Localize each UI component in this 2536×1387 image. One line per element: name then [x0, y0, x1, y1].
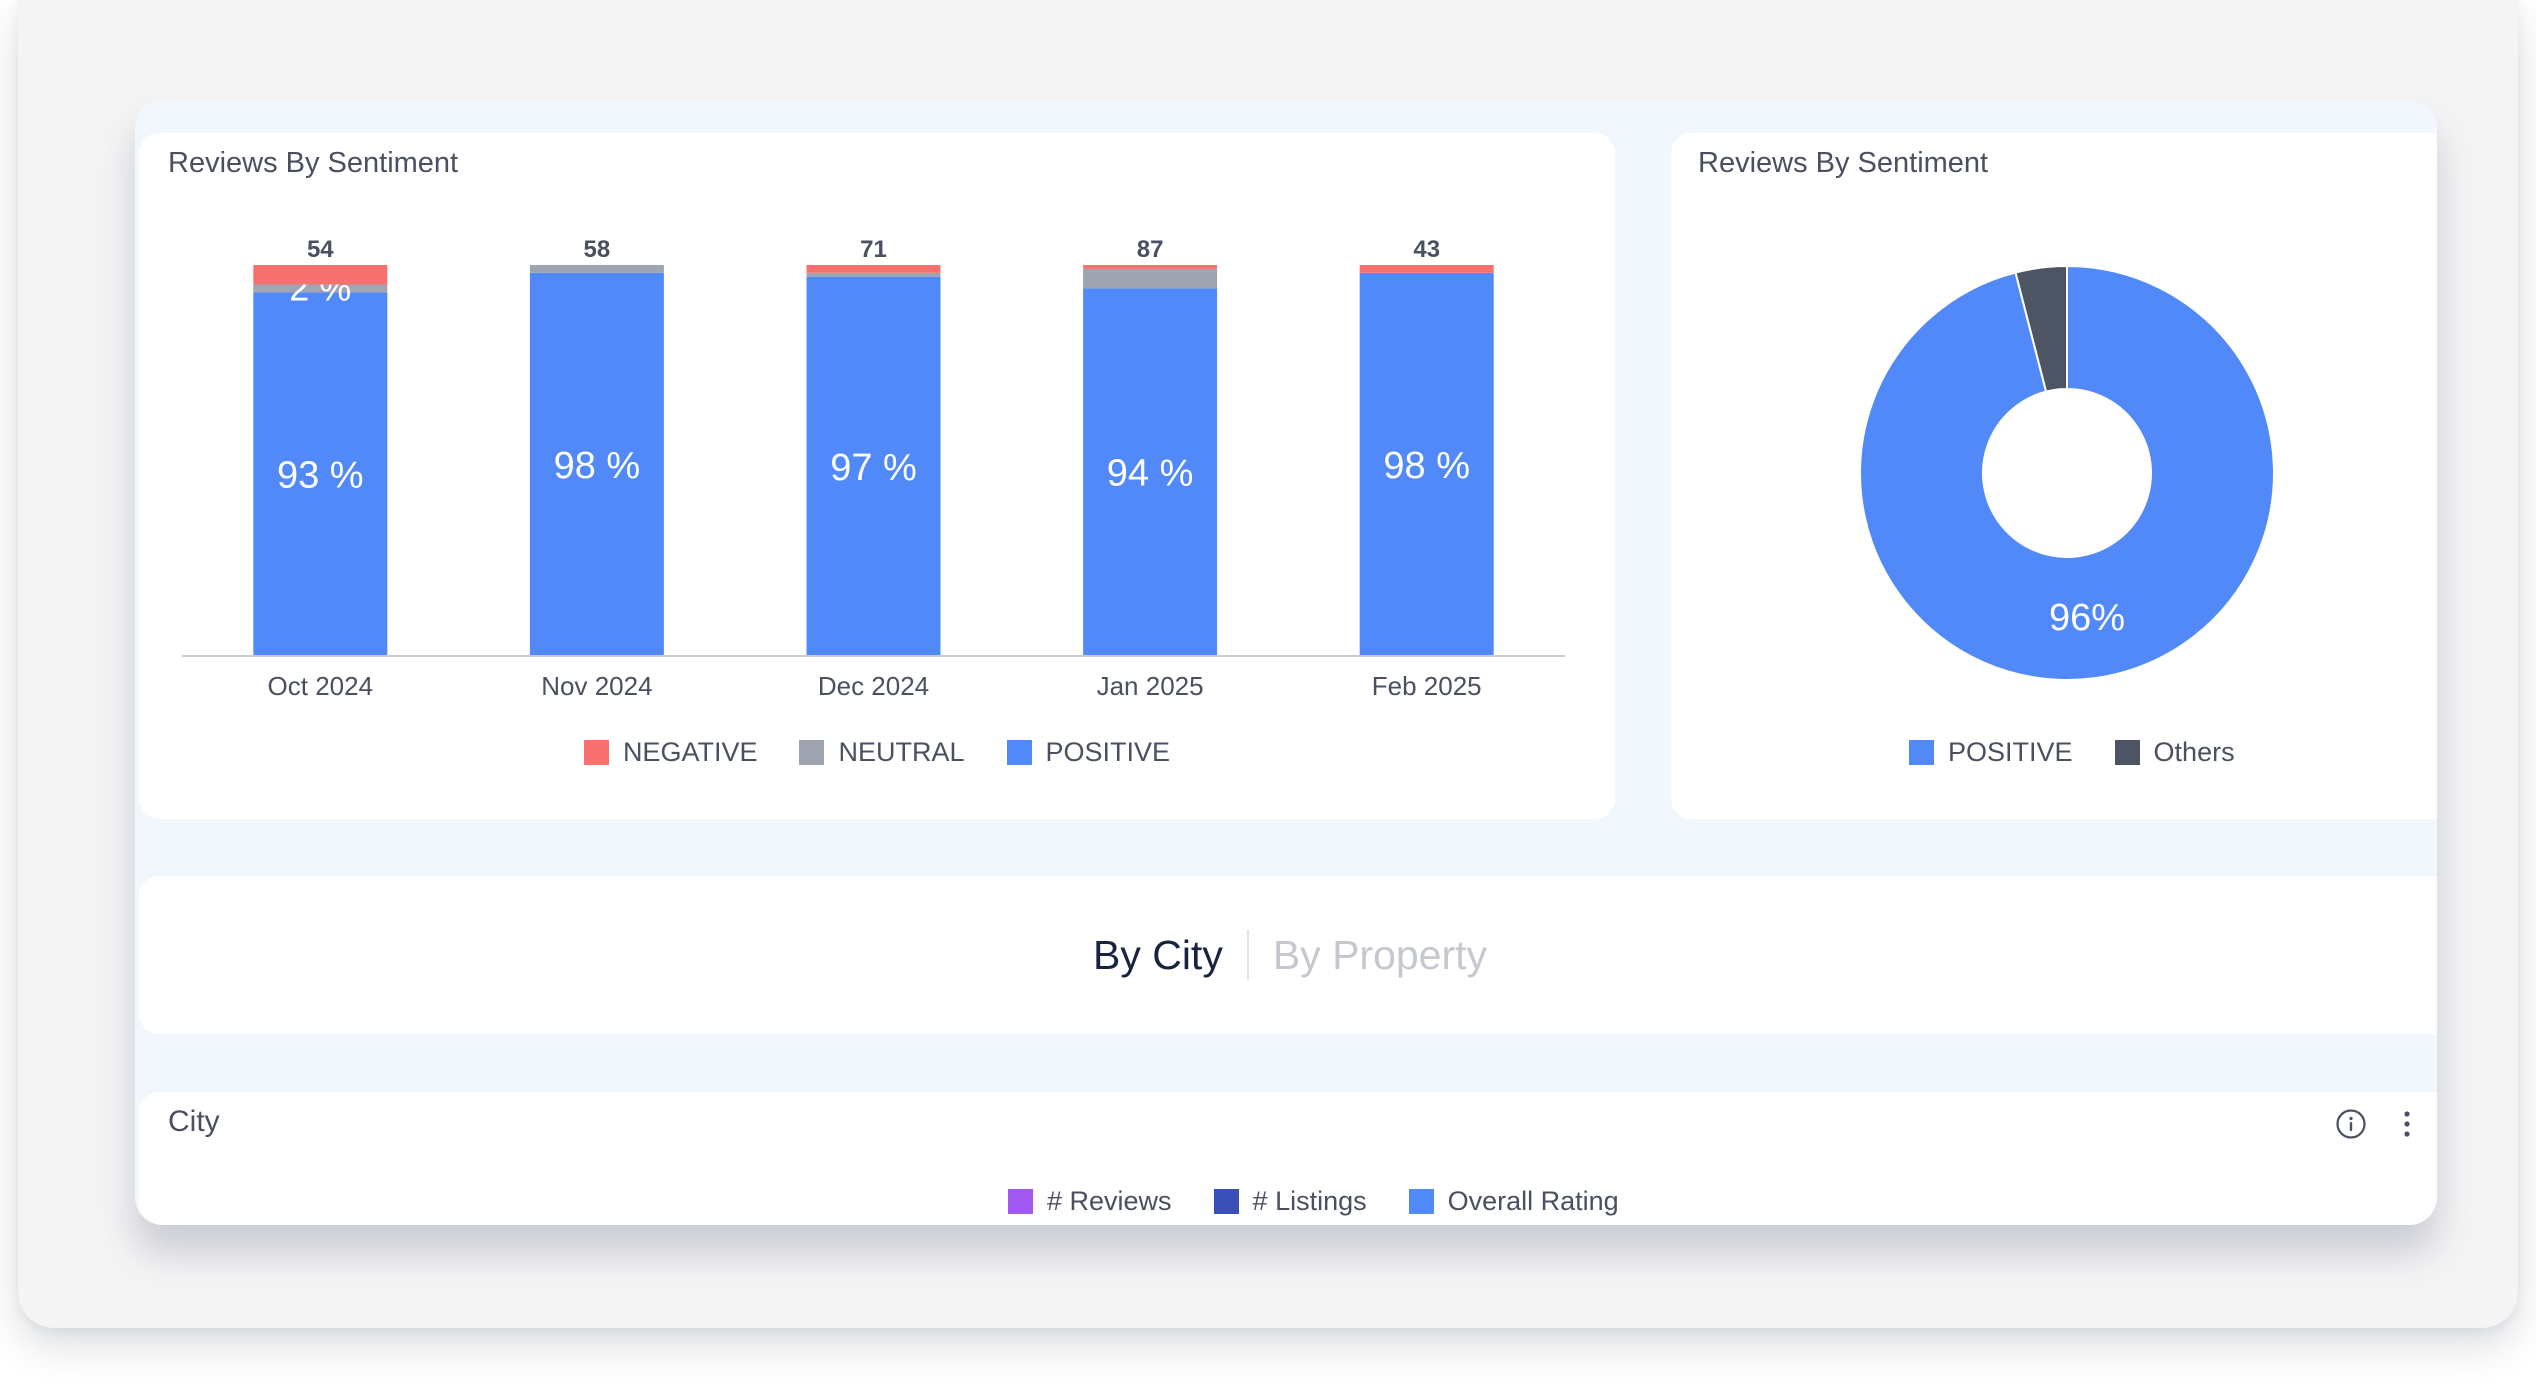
bar-segment-positive[interactable] [253, 292, 388, 655]
legend-swatch [1909, 740, 1934, 765]
donut-slice-others[interactable] [2014, 264, 2068, 393]
legend-label: NEUTRAL [838, 737, 965, 767]
bar-total-label: 87 [1137, 236, 1164, 263]
tab-divider [1246, 930, 1249, 980]
city-legend-item[interactable]: # Reviews [1008, 1186, 1172, 1217]
bar-data-label: 98 % [554, 445, 641, 487]
bar-segment-neutral[interactable] [806, 272, 941, 277]
card-title: Reviews By Sentiment [168, 147, 459, 179]
more-menu-icon[interactable] [2392, 1107, 2422, 1141]
bar-segment-negative[interactable] [1359, 265, 1494, 273]
donut-data-label: 96% [2049, 597, 2125, 639]
x-tick-label: Feb 2025 [1372, 671, 1482, 701]
legend-label: Overall Rating [1447, 1186, 1619, 1216]
city-legend-item[interactable]: Overall Rating [1408, 1186, 1619, 1217]
bar-chart-legend: NEGATIVE NEUTRAL POSITIVE [139, 737, 1615, 768]
city-card: City # Reviews # Listings Overall Rating [139, 1092, 2437, 1225]
x-tick-label: Nov 2024 [541, 671, 652, 701]
x-tick-label: Oct 2024 [268, 671, 374, 701]
bar-legend-item[interactable]: NEUTRAL [799, 737, 965, 768]
bar-segment-positive[interactable] [1359, 272, 1494, 655]
bar-group[interactable]: 98 % 43 [1359, 236, 1494, 655]
donut-slice-positive[interactable] [1858, 264, 2275, 681]
card-title: Reviews By Sentiment [1698, 147, 1989, 179]
bar-data-label: 94 % [1107, 453, 1194, 495]
bar-group[interactable]: 94 % 87 [1083, 236, 1218, 655]
sentiment-donut-chart: 96% [1858, 264, 2275, 681]
tab-by-city[interactable]: By City [1092, 931, 1223, 978]
bar-data-label: 93 % [277, 455, 364, 497]
tab-by-property[interactable]: By Property [1272, 931, 1488, 978]
dashboard-panel: Reviews By Sentiment 93 % 2 % 54 Oct 2024 98… [135, 100, 2437, 1225]
bar-segment-neutral[interactable] [253, 284, 388, 293]
bar-legend-item[interactable]: NEGATIVE [583, 737, 758, 768]
bar-group[interactable]: 93 %2 %54 [253, 236, 388, 655]
bar-segment-neutral[interactable] [529, 265, 664, 273]
city-chart-legend: # Reviews # Listings Overall Rating [1008, 1186, 1619, 1217]
card-title: City [168, 1105, 220, 1138]
bar-segment-positive[interactable] [529, 272, 664, 655]
city-legend-item[interactable]: # Listings [1213, 1186, 1367, 1217]
bar-total-label: 54 [307, 236, 334, 263]
bar-segment-negative[interactable] [1083, 265, 1218, 269]
sentiment-bar-chart: 93 %2 %54 Oct 2024 98 % 58 Nov 2024 97 % 71 Dec… [182, 236, 1565, 701]
legend-swatch [583, 740, 609, 765]
bar-group[interactable]: 98 % 58 [529, 236, 664, 655]
legend-label: POSITIVE [1045, 737, 1171, 767]
legend-swatch [1408, 1189, 1434, 1214]
bar-data-label: 98 % [1383, 445, 1470, 487]
bar-segment-neutral[interactable] [1083, 268, 1218, 289]
bar-total-label: 71 [860, 236, 887, 263]
donut-chart-legend: POSITIVE Others [1909, 737, 2235, 768]
app-frame: Reviews By Sentiment 93 % 2 % 54 Oct 2024 98… [18, 0, 2518, 1328]
sentiment-bar-card: Reviews By Sentiment 93 % 2 % 54 Oct 2024 98… [139, 133, 1615, 819]
bar-segment-positive[interactable] [806, 276, 941, 655]
donut-legend-item[interactable]: Others [2114, 737, 2235, 768]
bar-legend-item[interactable]: POSITIVE [1006, 737, 1171, 768]
legend-label: NEGATIVE [622, 737, 758, 767]
legend-swatch [1006, 740, 1032, 765]
donut-legend-item[interactable]: POSITIVE [1909, 737, 2073, 768]
bar-segment-negative[interactable] [253, 265, 388, 285]
legend-swatch [2114, 740, 2140, 765]
legend-label: POSITIVE [1948, 737, 2073, 767]
legend-swatch [799, 740, 825, 765]
info-icon[interactable] [2334, 1107, 2368, 1141]
legend-label: # Listings [1252, 1186, 1367, 1216]
bar-segment-negative[interactable] [806, 265, 941, 273]
legend-label: Others [2153, 737, 2235, 767]
legend-swatch [1213, 1189, 1239, 1214]
bar-segment-positive[interactable] [1083, 288, 1218, 655]
bar-data-label: 97 % [830, 447, 917, 489]
legend-label: # Reviews [1047, 1186, 1172, 1216]
legend-swatch [1008, 1189, 1033, 1214]
bar-total-label: 58 [584, 236, 611, 263]
x-tick-label: Dec 2024 [818, 671, 929, 701]
view-tabs-card: By City By Property [139, 876, 2437, 1034]
view-tabs: By City By Property [139, 876, 2437, 1034]
x-tick-label: Jan 2025 [1097, 671, 1204, 701]
sentiment-donut-card: Reviews By Sentiment 96% POSITIVE Others [1671, 133, 2437, 819]
bar-group[interactable]: 97 % 71 [806, 236, 941, 655]
bar-total-label: 43 [1413, 236, 1440, 263]
